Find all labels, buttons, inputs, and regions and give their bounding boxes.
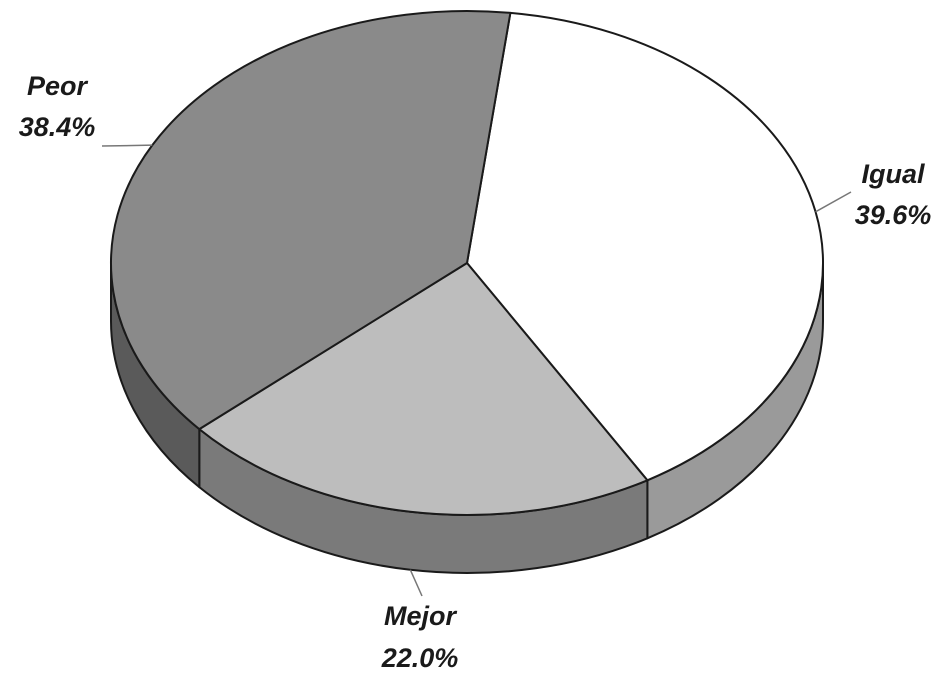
pie-tops: [110, 10, 824, 516]
slice-value-peor: 38.4%: [19, 112, 96, 142]
pie-slice-mejor: [198, 262, 649, 516]
slice-value-mejor: 22.0%: [381, 643, 459, 673]
pie-slice-igual: [466, 11, 824, 482]
leader-line-igual: [815, 191, 852, 213]
slice-value-igual: 39.6%: [855, 200, 932, 230]
slice-label-peor: Peor: [27, 71, 89, 101]
slice-label-mejor: Mejor: [384, 601, 458, 631]
leader-line-mejor: [409, 569, 423, 597]
leader-line-peor: [101, 144, 153, 147]
leader-lines: [101, 144, 852, 597]
slice-label-igual: Igual: [861, 159, 925, 189]
pie-slice-peor: [110, 10, 512, 431]
